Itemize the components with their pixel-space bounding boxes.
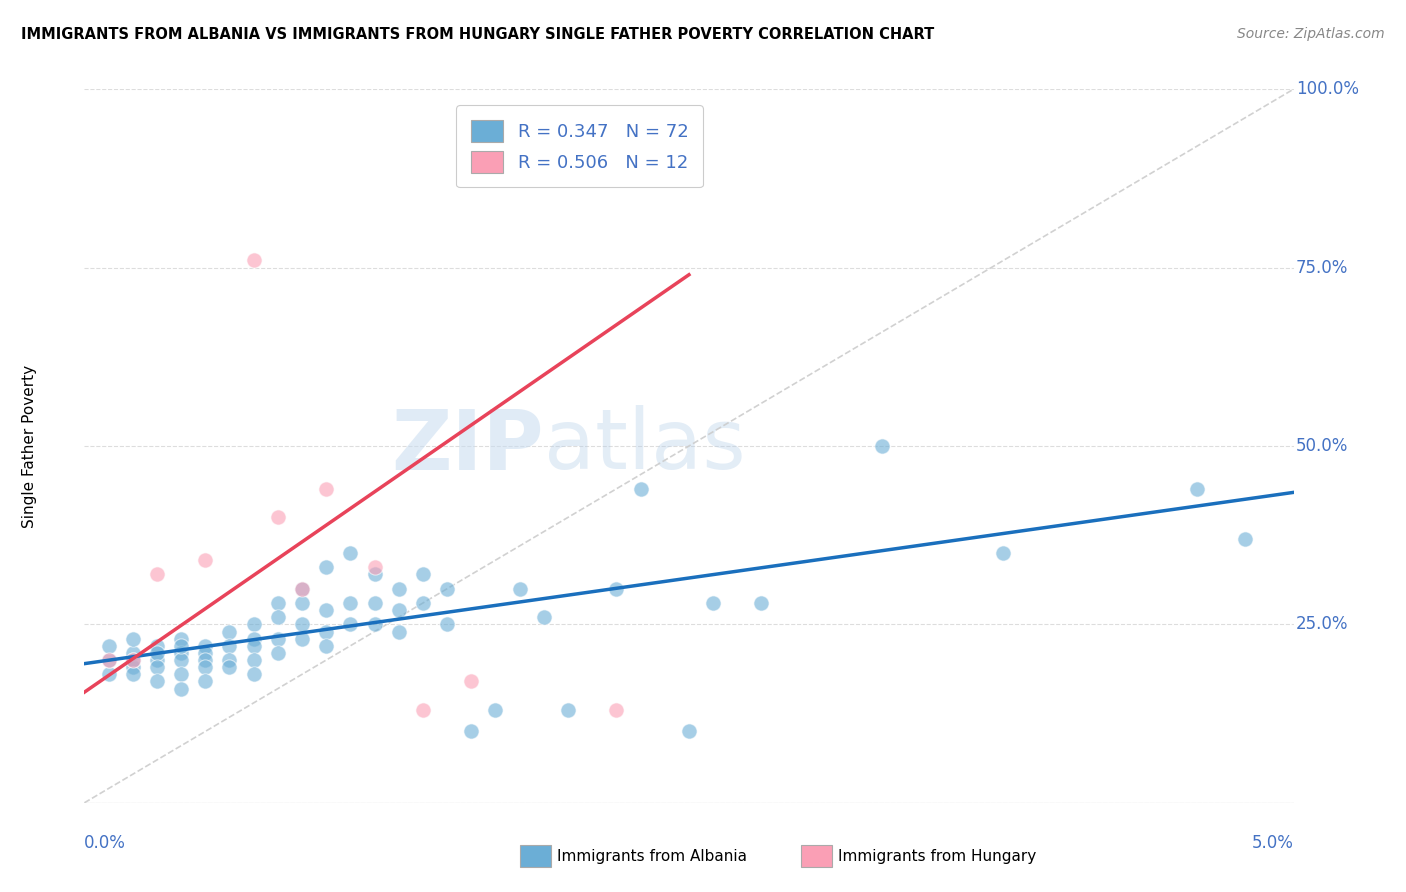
Point [339, 546, 361, 560]
Point [291, 582, 314, 596]
Point [388, 582, 411, 596]
Point [315, 603, 337, 617]
Point [315, 482, 337, 496]
Point [460, 674, 482, 689]
Point [242, 667, 264, 681]
Text: 75.0%: 75.0% [1296, 259, 1348, 277]
Legend: R = 0.347   N = 72, R = 0.506   N = 12: R = 0.347 N = 72, R = 0.506 N = 12 [456, 105, 703, 187]
Point [363, 560, 385, 574]
Point [97, 653, 120, 667]
Point [194, 674, 217, 689]
Text: 100.0%: 100.0% [1296, 80, 1360, 98]
Text: Single Father Poverty: Single Father Poverty [22, 365, 38, 527]
Point [315, 639, 337, 653]
Point [97, 639, 120, 653]
Point [194, 553, 217, 567]
Point [291, 596, 314, 610]
Text: IMMIGRANTS FROM ALBANIA VS IMMIGRANTS FROM HUNGARY SINGLE FATHER POVERTY CORRELA: IMMIGRANTS FROM ALBANIA VS IMMIGRANTS FR… [21, 27, 935, 42]
Point [533, 610, 555, 624]
Text: 50.0%: 50.0% [1296, 437, 1348, 455]
Point [315, 560, 337, 574]
Point [170, 632, 193, 646]
Point [363, 617, 385, 632]
Text: atlas: atlas [544, 406, 745, 486]
Point [218, 660, 240, 674]
Point [872, 439, 894, 453]
Point [242, 253, 264, 268]
Point [242, 632, 264, 646]
Point [121, 646, 143, 660]
Point [121, 667, 143, 681]
Text: 0.0%: 0.0% [84, 834, 127, 852]
Point [605, 582, 627, 596]
Point [1234, 532, 1257, 546]
Point [194, 646, 217, 660]
Point [146, 567, 169, 582]
Point [170, 646, 193, 660]
Point [146, 674, 169, 689]
Point [557, 703, 579, 717]
Point [146, 646, 169, 660]
Point [630, 482, 652, 496]
Point [194, 660, 217, 674]
Point [218, 653, 240, 667]
Point [121, 632, 143, 646]
Point [339, 617, 361, 632]
Point [388, 603, 411, 617]
Point [412, 703, 434, 717]
Point [484, 703, 506, 717]
Point [170, 681, 193, 696]
Point [291, 632, 314, 646]
Point [242, 617, 264, 632]
Point [146, 639, 169, 653]
Point [436, 582, 458, 596]
Point [751, 596, 773, 610]
Point [993, 546, 1015, 560]
Point [267, 632, 290, 646]
Point [267, 510, 290, 524]
Text: ZIP: ZIP [391, 406, 544, 486]
Point [436, 617, 458, 632]
Point [339, 596, 361, 610]
Point [291, 582, 314, 596]
Point [291, 617, 314, 632]
Point [509, 582, 531, 596]
Point [218, 639, 240, 653]
Point [267, 596, 290, 610]
Point [388, 624, 411, 639]
Point [146, 660, 169, 674]
Point [242, 639, 264, 653]
Point [363, 596, 385, 610]
Point [194, 653, 217, 667]
Text: 5.0%: 5.0% [1251, 834, 1294, 852]
Point [363, 567, 385, 582]
Point [170, 639, 193, 653]
Point [1185, 482, 1208, 496]
Point [121, 660, 143, 674]
Text: Immigrants from Hungary: Immigrants from Hungary [838, 849, 1036, 863]
Point [121, 653, 143, 667]
Point [218, 624, 240, 639]
Point [702, 596, 724, 610]
Point [146, 653, 169, 667]
Point [121, 653, 143, 667]
Point [194, 639, 217, 653]
Text: 25.0%: 25.0% [1296, 615, 1348, 633]
Text: Source: ZipAtlas.com: Source: ZipAtlas.com [1237, 27, 1385, 41]
Point [97, 667, 120, 681]
Point [412, 567, 434, 582]
Point [460, 724, 482, 739]
Point [315, 624, 337, 639]
Point [97, 653, 120, 667]
Point [267, 610, 290, 624]
Point [605, 703, 627, 717]
Point [170, 653, 193, 667]
Text: Immigrants from Albania: Immigrants from Albania [557, 849, 747, 863]
Point [678, 724, 700, 739]
Point [412, 596, 434, 610]
Point [242, 653, 264, 667]
Point [170, 667, 193, 681]
Point [267, 646, 290, 660]
